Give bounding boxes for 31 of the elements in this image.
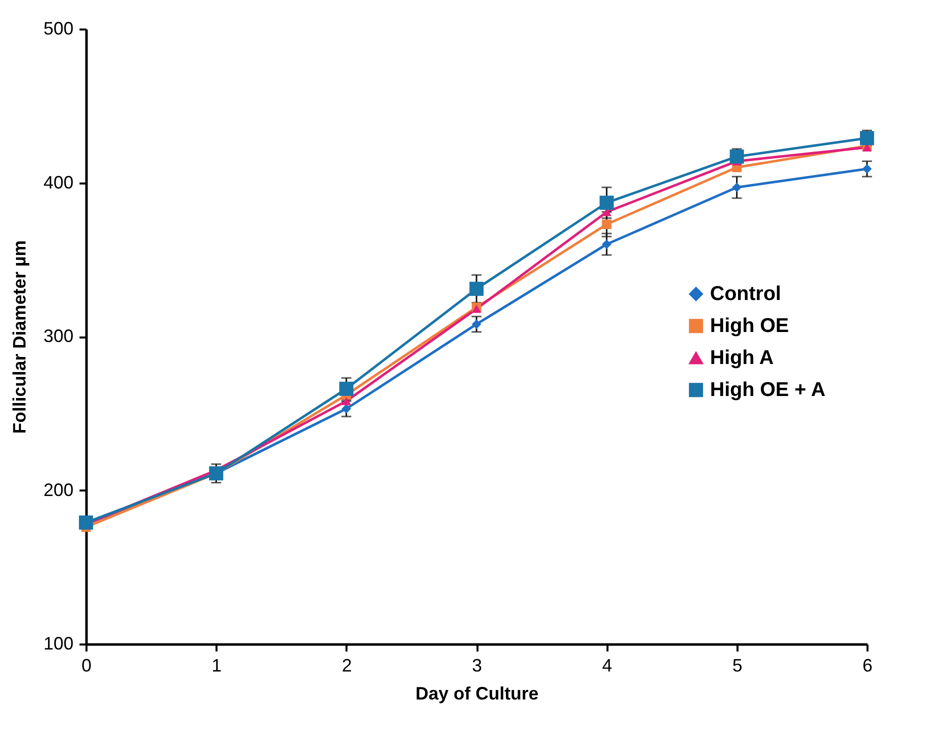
- point: [342, 396, 352, 406]
- legend-label: High OE: [710, 315, 789, 337]
- y-tick-label: 300: [43, 326, 74, 346]
- legend-label: Control: [710, 283, 782, 305]
- x-tick-label: 0: [81, 656, 92, 676]
- y-tick-label: 400: [43, 172, 74, 192]
- legend-label: High A: [710, 347, 774, 369]
- point: [209, 466, 224, 480]
- point: [469, 282, 484, 296]
- point: [78, 515, 94, 530]
- y-axis-title: Follicular Diameter µm: [9, 240, 30, 434]
- x-tick-label: 5: [732, 656, 742, 676]
- y-tick-label: 500: [43, 18, 74, 38]
- x-tick-label: 2: [342, 656, 352, 676]
- x-tick-label: 1: [212, 656, 222, 676]
- y-tick-label: 100: [43, 634, 74, 654]
- x-tick-label: 3: [472, 656, 482, 676]
- x-tick-label: 4: [602, 656, 612, 676]
- point: [602, 220, 612, 230]
- point: [342, 404, 352, 414]
- point: [600, 196, 614, 210]
- point: [339, 382, 354, 396]
- point: [860, 131, 874, 146]
- x-axis-title: Day of Culture: [415, 684, 539, 704]
- point: [602, 240, 612, 249]
- legend-label: High OE + A: [710, 379, 826, 401]
- point: [862, 164, 872, 174]
- point: [732, 182, 742, 192]
- point: [472, 319, 482, 329]
- y-tick-label: 200: [43, 480, 74, 500]
- x-tick-label: 6: [862, 656, 873, 676]
